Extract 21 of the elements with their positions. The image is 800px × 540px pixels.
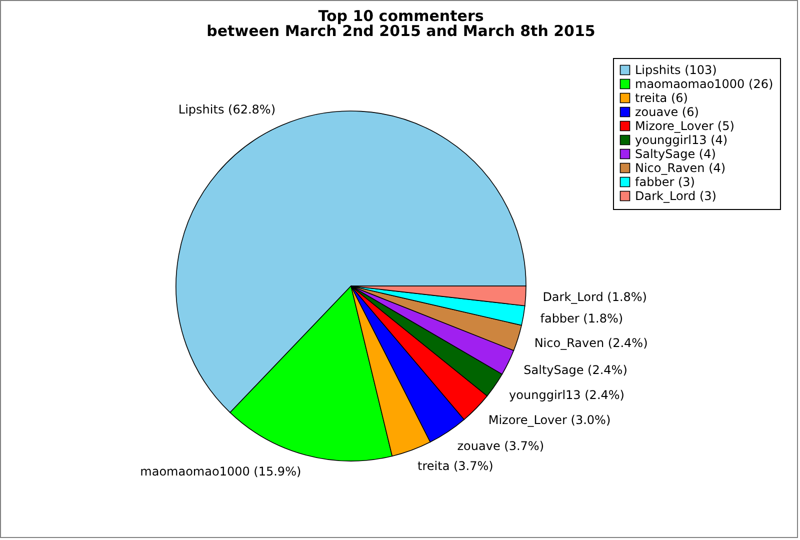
legend-label: treita (6) (635, 91, 688, 105)
legend-label: Dark_Lord (3) (635, 189, 716, 203)
legend-label: maomaomao1000 (26) (635, 77, 774, 91)
data-label: treita (3.7%) (418, 459, 494, 474)
data-label: younggirl13 (2.4%) (509, 388, 624, 402)
chart-title: Top 10 commenters (318, 7, 484, 25)
data-label: SaltySage (2.4%) (524, 363, 628, 378)
data-label: Nico_Raven (2.4%) (534, 336, 648, 350)
legend-label: Mizore_Lover (5) (635, 119, 734, 133)
data-label: zouave (3.7%) (457, 438, 544, 453)
legend-label: younggirl13 (4) (635, 133, 728, 147)
data-label: maomaomao1000 (15.9%) (140, 464, 302, 478)
legend-label: fabber (3) (635, 175, 695, 189)
legend-label: zouave (6) (635, 105, 699, 119)
data-label: Dark_Lord (1.8%) (542, 290, 647, 304)
data-label: Lipshits (62.8%) (178, 102, 276, 116)
legend-label: Nico_Raven (4) (635, 161, 726, 175)
data-label: fabber (1.8%) (540, 311, 624, 326)
data-label: Mizore_Lover (3.0%) (488, 413, 611, 428)
legend-label: SaltySage (4) (635, 147, 716, 161)
legend-label: Lipshits (103) (635, 63, 717, 77)
